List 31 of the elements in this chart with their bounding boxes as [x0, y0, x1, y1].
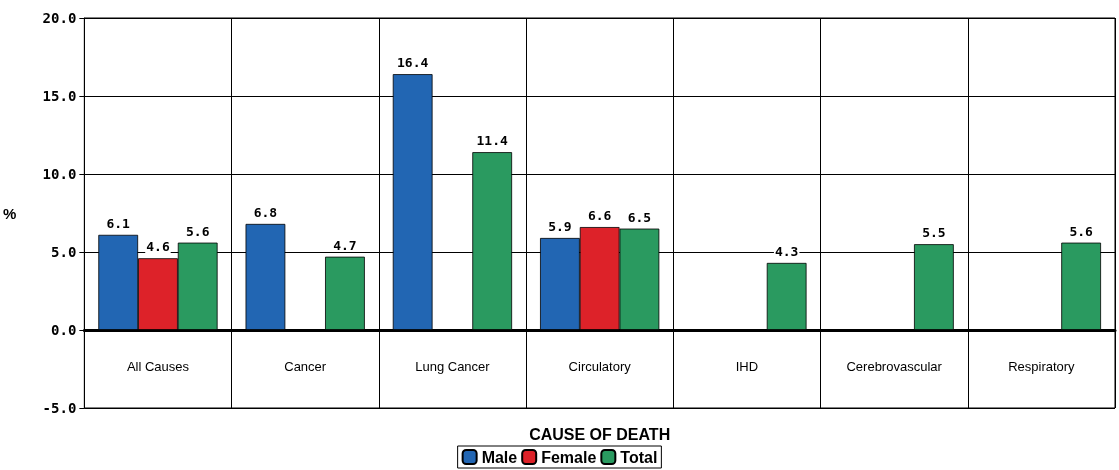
legend-label: Total	[620, 448, 658, 466]
data-label: 5.5	[922, 225, 946, 241]
y-axis-title: %	[2, 204, 17, 222]
data-label: 6.1	[106, 215, 131, 231]
y-tick-label: 0.0	[51, 322, 77, 338]
data-label: 4.3	[774, 243, 799, 259]
y-tick-label: 20.0	[42, 10, 77, 26]
data-label: 5.6	[185, 223, 210, 239]
data-label: 6.6	[587, 208, 612, 224]
x-tick-label: Cancer	[284, 359, 327, 374]
legend-label: Male	[481, 448, 518, 466]
data-label: 4.7	[333, 237, 357, 253]
x-tick-label: Respiratory	[1008, 359, 1076, 374]
y-tick-label: 5.0	[51, 244, 77, 260]
x-axis-title: CAUSE OF DEATH	[529, 425, 671, 443]
y-tick-label: -5.0	[42, 400, 77, 416]
data-label: 6.8	[253, 204, 278, 220]
data-label: 5.6	[1069, 223, 1094, 239]
x-tick-label: Lung Cancer	[415, 359, 491, 374]
y-tick-label: 10.0	[42, 166, 77, 182]
x-tick-label: Cerebrovascular	[846, 359, 943, 374]
data-label: 5.9	[548, 218, 572, 234]
x-tick-label: All Causes	[126, 359, 190, 374]
data-label: 4.6	[146, 239, 170, 255]
y-tick-label: 15.0	[42, 88, 77, 104]
data-label: 16.4	[397, 55, 429, 71]
x-tick-label: Circulatory	[568, 359, 632, 374]
legend-label: Female	[541, 448, 597, 466]
x-tick-label: IHD	[735, 359, 759, 374]
data-label: 6.5	[627, 209, 652, 225]
data-label: 11.4	[476, 133, 509, 149]
